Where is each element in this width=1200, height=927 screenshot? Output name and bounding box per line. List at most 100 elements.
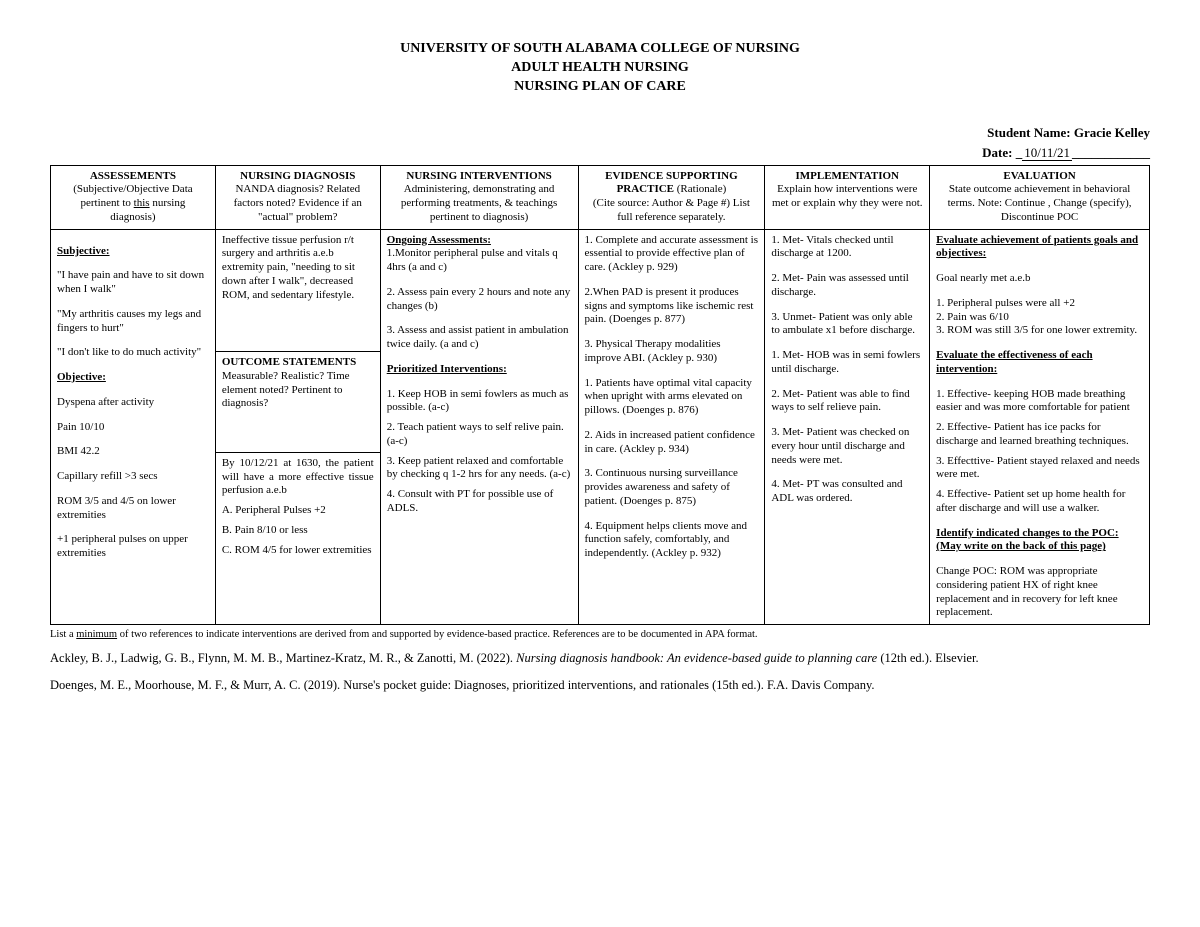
cell-outcome-hdr: OUTCOME STATEMENTS Measurable? Realistic… [215, 352, 380, 453]
impl-7: 4. Met- PT was consulted and ADL was ord… [771, 478, 923, 506]
prioritized-2: 2. Teach patient ways to self relive pai… [387, 421, 572, 449]
prioritized-1: 1. Keep HOB in semi fowlers as much as p… [387, 388, 572, 416]
ongoing-2: 2. Assess pain every 2 hours and note an… [387, 286, 572, 314]
date-row: Date: _10/11/21____________ [50, 145, 1150, 161]
cell-evidence: 1. Complete and accurate assessment is e… [578, 229, 765, 625]
outcome-title: OUTCOME STATEMENTS [222, 356, 356, 368]
evidence-6: 3. Continuous nursing surveillance provi… [585, 467, 759, 508]
eval-goal-2: 2. Pain was 6/10 [936, 311, 1143, 325]
hdr-dx-sub: NANDA diagnosis? Related factors noted? … [234, 183, 362, 223]
objective-6: +1 peripheral pulses on upper extremitie… [57, 533, 209, 561]
ongoing-1: 1.Monitor peripheral pulse and vitals q … [387, 247, 558, 273]
hdr-eval-title: EVALUATION [1003, 170, 1075, 182]
header-row: ASSESSEMENTS (Subjective/Objective Data … [51, 165, 1150, 229]
ref1-tail: (12th ed.). Elsevier. [877, 651, 978, 665]
date-label: Date: [982, 145, 1016, 160]
prioritized-3: 3. Keep patient relaxed and comfortable … [387, 455, 572, 483]
prioritized-hdr: Prioritized Interventions: [387, 363, 507, 375]
evidence-1: 1. Complete and accurate assessment is e… [585, 234, 759, 275]
evidence-3: 3. Physical Therapy modalities improve A… [585, 338, 759, 366]
eval-change: Change POC: ROM was appropriate consider… [936, 565, 1143, 620]
impl-5: 2. Met- Patient was able to find ways to… [771, 388, 923, 416]
objective-5: ROM 3/5 and 4/5 on lower extremities [57, 495, 209, 523]
ongoing-3: 3. Assess and assist patient in ambulati… [387, 324, 572, 352]
eval-eff-4: 4. Effective- Patient set up home health… [936, 488, 1143, 516]
hdr-ev-sub2: (Cite source: Author & Page #) List full… [593, 197, 750, 223]
outcome-lead: By 10/12/21 at 1630, the patient will ha… [222, 457, 374, 498]
refs-note-u: minimum [76, 629, 117, 640]
title-line3: NURSING PLAN OF CARE [50, 78, 1150, 97]
hdr-evaluation: EVALUATION State outcome achievement in … [930, 165, 1150, 229]
evidence-4: 1. Patients have optimal vital capacity … [585, 377, 759, 418]
objective-hdr: Objective: [57, 371, 106, 383]
ref1-authors: Ackley, B. J., Ladwig, G. B., Flynn, M. … [50, 651, 516, 665]
subjective-hdr: Subjective: [57, 245, 110, 257]
hdr-impl-sub: Explain how interventions were met or ex… [772, 183, 923, 209]
reference-2: Doenges, M. E., Moorhouse, M. F., & Murr… [50, 677, 1150, 694]
outcome-sub: Measurable? Realistic? Time element note… [222, 370, 350, 410]
hdr-assess-sub-u: this [134, 197, 150, 209]
objective-3: BMI 42.2 [57, 445, 209, 459]
refs-note-post: of two references to indicate interventi… [117, 629, 757, 640]
eval-hdr2: Evaluate the effectiveness of each inter… [936, 349, 1092, 375]
hdr-int-title: NURSING INTERVENTIONS [406, 170, 551, 182]
title-line2: ADULT HEALTH NURSING [50, 59, 1150, 78]
hdr-diagnosis: NURSING DIAGNOSIS NANDA diagnosis? Relat… [215, 165, 380, 229]
hdr-interventions: NURSING INTERVENTIONS Administering, dem… [380, 165, 578, 229]
hdr-int-sub: Administering, demonstrating and perform… [401, 183, 557, 223]
eval-goal-lead: Goal nearly met a.e.b [936, 272, 1143, 286]
references-note: List a minimum of two references to indi… [50, 629, 1150, 640]
hdr-dx-title: NURSING DIAGNOSIS [240, 170, 355, 182]
cell-outcome-body: By 10/12/21 at 1630, the patient will ha… [215, 452, 380, 624]
outcome-a: A. Peripheral Pulses +2 [222, 504, 374, 518]
hdr-assess-title: ASSESSEMENTS [90, 170, 176, 182]
hdr-ev-sub1: (Rationale) [674, 183, 726, 195]
objective-2: Pain 10/10 [57, 421, 209, 435]
hdr-eval-sub: State outcome achievement in behavioral … [948, 183, 1132, 223]
prioritized-4: 4. Consult with PT for possible use of A… [387, 488, 572, 516]
cell-evaluation: Evaluate achievement of patients goals a… [930, 229, 1150, 625]
impl-1: 1. Met- Vitals checked until discharge a… [771, 234, 923, 262]
eval-eff-1: 1. Effective- keeping HOB made breathing… [936, 388, 1143, 416]
eval-goal-3: 3. ROM was still 3/5 for one lower extre… [936, 324, 1143, 338]
hdr-evidence: EVIDENCE SUPPORTING PRACTICE (Rationale)… [578, 165, 765, 229]
student-name-row: Student Name: Gracie Kelley [50, 125, 1150, 141]
impl-2: 2. Met- Pain was assessed until discharg… [771, 272, 923, 300]
reference-1: Ackley, B. J., Ladwig, G. B., Flynn, M. … [50, 650, 1150, 667]
outcome-b: B. Pain 8/10 or less [222, 524, 374, 538]
impl-4: 1. Met- HOB was in semi fowlers until di… [771, 349, 923, 377]
cell-assessments: Subjective: "I have pain and have to sit… [51, 229, 216, 625]
plan-of-care-table: ASSESSEMENTS (Subjective/Objective Data … [50, 165, 1150, 626]
subjective-1: "I have pain and have to sit down when I… [57, 269, 209, 297]
body-row-1: Subjective: "I have pain and have to sit… [51, 229, 1150, 351]
refs-note-pre: List a [50, 629, 76, 640]
cell-implementation: 1. Met- Vitals checked until discharge a… [765, 229, 930, 625]
objective-4: Capillary refill >3 secs [57, 470, 209, 484]
objective-1: Dyspena after activity [57, 396, 209, 410]
eval-eff-2: 2. Effective- Patient has ice packs for … [936, 421, 1143, 449]
subjective-2: "My arthritis causes my legs and fingers… [57, 308, 209, 336]
evidence-7: 4. Equipment helps clients move and func… [585, 520, 759, 561]
outcome-c: C. ROM 4/5 for lower extremities [222, 544, 374, 558]
subjective-3: "I don't like to do much activity" [57, 346, 209, 360]
ongoing-hdr: Ongoing Assessments: [387, 234, 491, 246]
hdr-assessments: ASSESSEMENTS (Subjective/Objective Data … [51, 165, 216, 229]
diagnosis-text: Ineffective tissue perfusion r/t surgery… [222, 234, 355, 301]
impl-6: 3. Met- Patient was checked on every hou… [771, 426, 923, 467]
cell-diagnosis: Ineffective tissue perfusion r/t surgery… [215, 229, 380, 351]
ref1-title: Nursing diagnosis handbook: An evidence-… [516, 651, 877, 665]
cell-interventions: Ongoing Assessments: 1.Monitor periphera… [380, 229, 578, 625]
references: Ackley, B. J., Ladwig, G. B., Flynn, M. … [50, 650, 1150, 694]
evidence-2: 2.When PAD is present it produces signs … [585, 286, 759, 327]
student-label: Student Name: [987, 125, 1074, 140]
hdr-implementation: IMPLEMENTATION Explain how interventions… [765, 165, 930, 229]
title-line1: UNIVERSITY OF SOUTH ALABAMA COLLEGE OF N… [50, 40, 1150, 59]
hdr-impl-title: IMPLEMENTATION [796, 170, 900, 182]
student-name: Gracie Kelley [1074, 125, 1150, 140]
evidence-5: 2. Aids in increased patient confidence … [585, 429, 759, 457]
date-value: 10/11/21 [1022, 145, 1072, 161]
eval-eff-3: 3. Effecttive- Patient stayed relaxed an… [936, 455, 1143, 483]
document-title: UNIVERSITY OF SOUTH ALABAMA COLLEGE OF N… [50, 40, 1150, 97]
impl-3: 3. Unmet- Patient was only able to ambul… [771, 311, 923, 339]
eval-hdr1: Evaluate achievement of patients goals a… [936, 234, 1138, 260]
